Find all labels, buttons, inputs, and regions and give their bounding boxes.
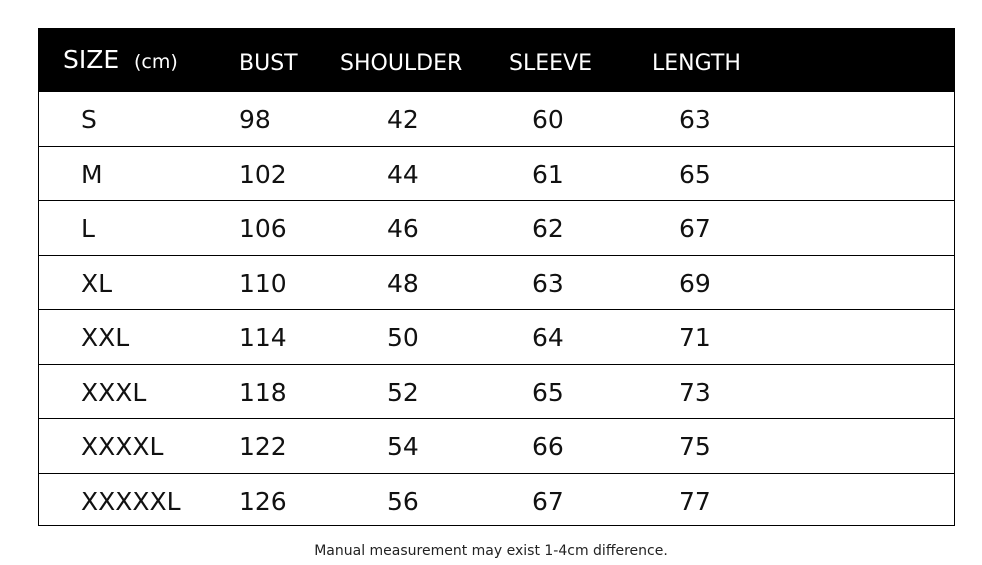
cell-length: 75 [679, 432, 711, 461]
cell-length: 63 [679, 105, 711, 134]
table-row: M 102 44 61 65 [39, 145, 954, 201]
cell-size: XXL [81, 323, 130, 352]
cell-length: 65 [679, 159, 711, 189]
cell-size: L [81, 214, 95, 243]
cell-sleeve: 64 [532, 323, 564, 352]
cell-size: M [81, 159, 103, 189]
cell-bust: 118 [239, 377, 287, 407]
table-row: S 98 42 60 63 [39, 91, 954, 146]
cell-bust: 98 [239, 105, 271, 134]
cell-bust: 106 [239, 214, 287, 243]
cell-length: 67 [679, 214, 711, 243]
cell-length: 69 [679, 268, 711, 298]
cell-bust: 122 [239, 432, 287, 461]
cell-bust: 114 [239, 323, 287, 352]
cell-sleeve: 60 [532, 105, 564, 134]
table-row: L 106 46 62 67 [39, 200, 954, 255]
cell-size: XXXXXL [81, 486, 181, 516]
cell-shoulder: 52 [387, 377, 419, 407]
cell-length: 73 [679, 377, 711, 407]
cell-shoulder: 48 [387, 268, 419, 298]
cell-sleeve: 67 [532, 486, 564, 516]
size-chart-table: SIZE (cm) BUST SHOULDER SLEEVE LENGTH S 9… [38, 28, 955, 526]
cell-size: XL [81, 268, 113, 298]
cell-shoulder: 42 [387, 105, 419, 134]
table-header: SIZE (cm) BUST SHOULDER SLEEVE LENGTH [39, 29, 954, 91]
cell-shoulder: 44 [387, 159, 419, 189]
cell-size: S [81, 105, 97, 134]
cell-sleeve: 65 [532, 377, 564, 407]
cell-bust: 126 [239, 486, 287, 516]
cell-bust: 102 [239, 159, 287, 189]
cell-size: XXXXL [81, 432, 164, 461]
cell-shoulder: 56 [387, 486, 419, 516]
cell-shoulder: 54 [387, 432, 419, 461]
header-length: LENGTH [652, 51, 741, 76]
table-row: XXXXL 122 54 66 75 [39, 418, 954, 473]
cell-bust: 110 [239, 268, 287, 298]
table-row: XXL 114 50 64 71 [39, 309, 954, 364]
header-size: SIZE [63, 45, 120, 74]
measurement-note: Manual measurement may exist 1-4cm diffe… [314, 543, 668, 559]
header-sleeve: SLEEVE [509, 51, 592, 76]
header-unit: (cm) [134, 51, 178, 73]
cell-length: 77 [679, 486, 711, 516]
cell-shoulder: 46 [387, 214, 419, 243]
header-bust: BUST [239, 51, 298, 76]
table-row: XXXL 118 52 65 73 [39, 363, 954, 419]
table-row: XL 110 48 63 69 [39, 254, 954, 310]
header-shoulder: SHOULDER [340, 51, 463, 76]
cell-sleeve: 61 [532, 159, 564, 189]
table-row: XXXXXL 126 56 67 77 [39, 472, 954, 528]
cell-sleeve: 62 [532, 214, 564, 243]
cell-sleeve: 66 [532, 432, 564, 461]
cell-length: 71 [679, 323, 711, 352]
cell-sleeve: 63 [532, 268, 564, 298]
cell-size: XXXL [81, 377, 147, 407]
cell-shoulder: 50 [387, 323, 419, 352]
